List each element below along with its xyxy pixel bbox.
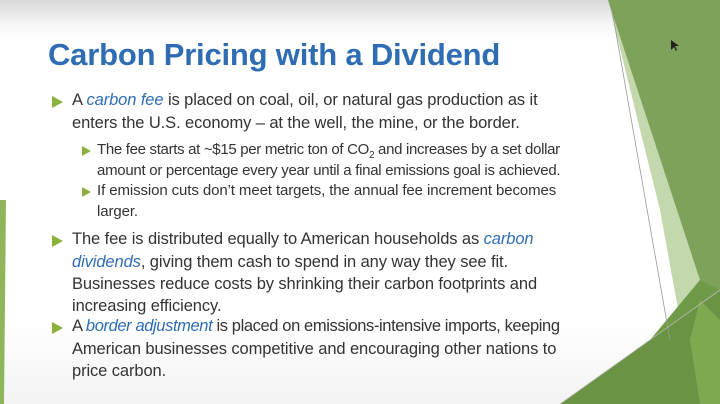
bullet-3-line: American businesses competitive and enco… — [72, 340, 557, 358]
bullet-2-line: The fee is distributed equally to Americ… — [72, 230, 534, 249]
triangle-right-icon — [82, 187, 91, 197]
text: The fee starts at ~$15 per metric ton of… — [97, 141, 369, 158]
slide-title: Carbon Pricing with a Dividend — [48, 37, 501, 72]
sub-bullet-2-line: larger. — [97, 203, 138, 220]
bullet-1-line: A carbon fee is placed on coal, oil, or … — [72, 91, 538, 110]
emphasis: dividends — [72, 253, 141, 271]
mouse-cursor-icon — [671, 40, 679, 51]
sub-bullet-1-line: The fee starts at ~$15 per metric ton of… — [97, 141, 560, 161]
text: is placed on emissions-intensive imports… — [212, 317, 560, 335]
bullet-3-line: A border adjustment is placed on emissio… — [72, 317, 560, 336]
subscript: 2 — [368, 150, 375, 161]
deco-line — [611, 9, 671, 341]
triangle-right-icon — [52, 96, 63, 108]
text: and increases by a set dollar — [374, 141, 560, 158]
triangle-right-icon — [52, 235, 63, 247]
text: The fee is distributed equally to Americ… — [72, 230, 484, 248]
triangle-right-icon — [82, 146, 91, 156]
text: A — [72, 91, 87, 109]
bullet-2-line: increasing efficiency. — [72, 297, 222, 315]
text: A — [72, 317, 86, 335]
accent-green-panel — [690, 300, 720, 404]
bullet-3-line: price carbon. — [72, 362, 167, 380]
bullet-2-line: Businesses reduce costs by shrinking the… — [72, 275, 538, 293]
triangle-right-icon — [52, 322, 63, 334]
left-green-strip — [0, 200, 6, 404]
dark-green-panel — [608, 0, 720, 300]
sub-bullet-2-line: If emission cuts don’t meet targets, the… — [97, 182, 557, 199]
text: , giving them cash to spend in any way t… — [140, 253, 508, 271]
sub-bullet-1-line: amount or percentage every year until a … — [97, 162, 561, 179]
emphasis: border adjustment — [85, 317, 213, 335]
bullet-1-line: enters the U.S. economy – at the well, t… — [72, 114, 520, 132]
text: is placed on coal, oil, or natural gas p… — [163, 91, 538, 109]
deco-line — [559, 289, 720, 404]
emphasis: carbon fee — [86, 91, 164, 109]
bullet-2-line: dividends, giving them cash to spend in … — [72, 253, 508, 272]
emphasis: carbon — [483, 230, 534, 248]
